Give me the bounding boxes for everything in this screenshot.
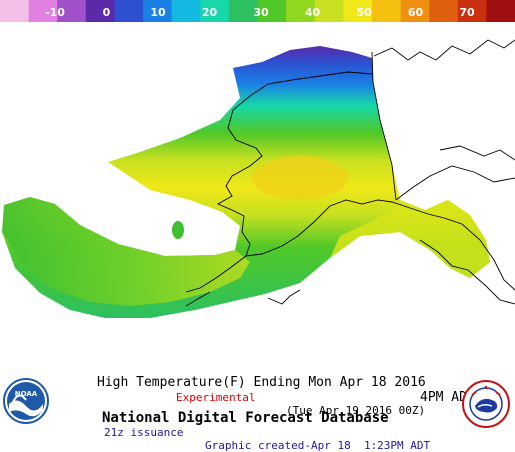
island-shape — [172, 221, 184, 239]
legend-band — [286, 0, 316, 22]
temperature-color-legend: -10 0 10 20 30 40 50 60 70 — [0, 0, 515, 22]
legend-tick-label: 30 — [253, 6, 269, 19]
legend-tick-label: 0 — [103, 6, 111, 19]
legend-band — [486, 0, 515, 22]
legend-band — [114, 0, 144, 22]
interior-warm-area — [252, 156, 348, 200]
valid-time: (Tue Apr 19 2016 00Z) — [286, 404, 426, 417]
forecast-title: High Temperature(F) Ending Mon Apr 18 20… — [97, 375, 426, 390]
legend-band — [171, 0, 201, 22]
legend-band — [457, 0, 487, 22]
legend-band — [371, 0, 402, 22]
nws-logo — [462, 380, 510, 433]
legend-band — [57, 0, 87, 22]
legend-tick-label: 50 — [356, 6, 372, 19]
legend-band — [257, 0, 287, 22]
noaa-logo: NOAA — [3, 378, 49, 429]
legend-tick-label: 20 — [202, 6, 218, 19]
legend-band — [429, 0, 459, 22]
legend-band — [314, 0, 344, 22]
issuance-line: 21z issuance Graphic created-Apr 18 1:23… — [0, 413, 515, 452]
gulf-warm-region — [330, 200, 490, 278]
legend-tick-labels: -10 0 10 20 30 40 50 60 70 — [45, 6, 475, 19]
legend-band — [28, 0, 58, 22]
database-line: National Digital Forecast Database — [0, 394, 515, 426]
graphic-created-label: Graphic created-Apr 18 1:23PM ADT — [205, 439, 431, 452]
legend-tick-label: -10 — [45, 6, 65, 19]
legend-tick-label: 40 — [305, 6, 321, 19]
legend-color-bands — [0, 0, 515, 22]
forecast-map — [0, 22, 515, 354]
legend-tick-label: 60 — [408, 6, 424, 19]
legend-band — [343, 0, 373, 22]
legend-band — [85, 0, 116, 22]
svg-text:NOAA: NOAA — [15, 390, 38, 398]
issuance-label: 21z issuance — [104, 426, 184, 439]
legend-band — [143, 0, 173, 22]
experimental-label: Experimental — [176, 391, 256, 404]
legend-tick-label: 10 — [150, 6, 166, 19]
legend-band — [228, 0, 259, 22]
aleutian-band — [2, 197, 250, 306]
database-name: National Digital Forecast Database — [102, 410, 389, 426]
coastline-outline — [185, 39, 515, 307]
legend-band — [200, 0, 230, 22]
legend-tick-label: 70 — [459, 6, 475, 19]
legend-band — [0, 0, 30, 22]
status-line: Experimental (Tue Apr 19 2016 00Z) — [0, 378, 515, 417]
legend-band — [400, 0, 430, 22]
forecast-title-line: High Temperature(F) Ending Mon Apr 18 20… — [0, 360, 515, 405]
